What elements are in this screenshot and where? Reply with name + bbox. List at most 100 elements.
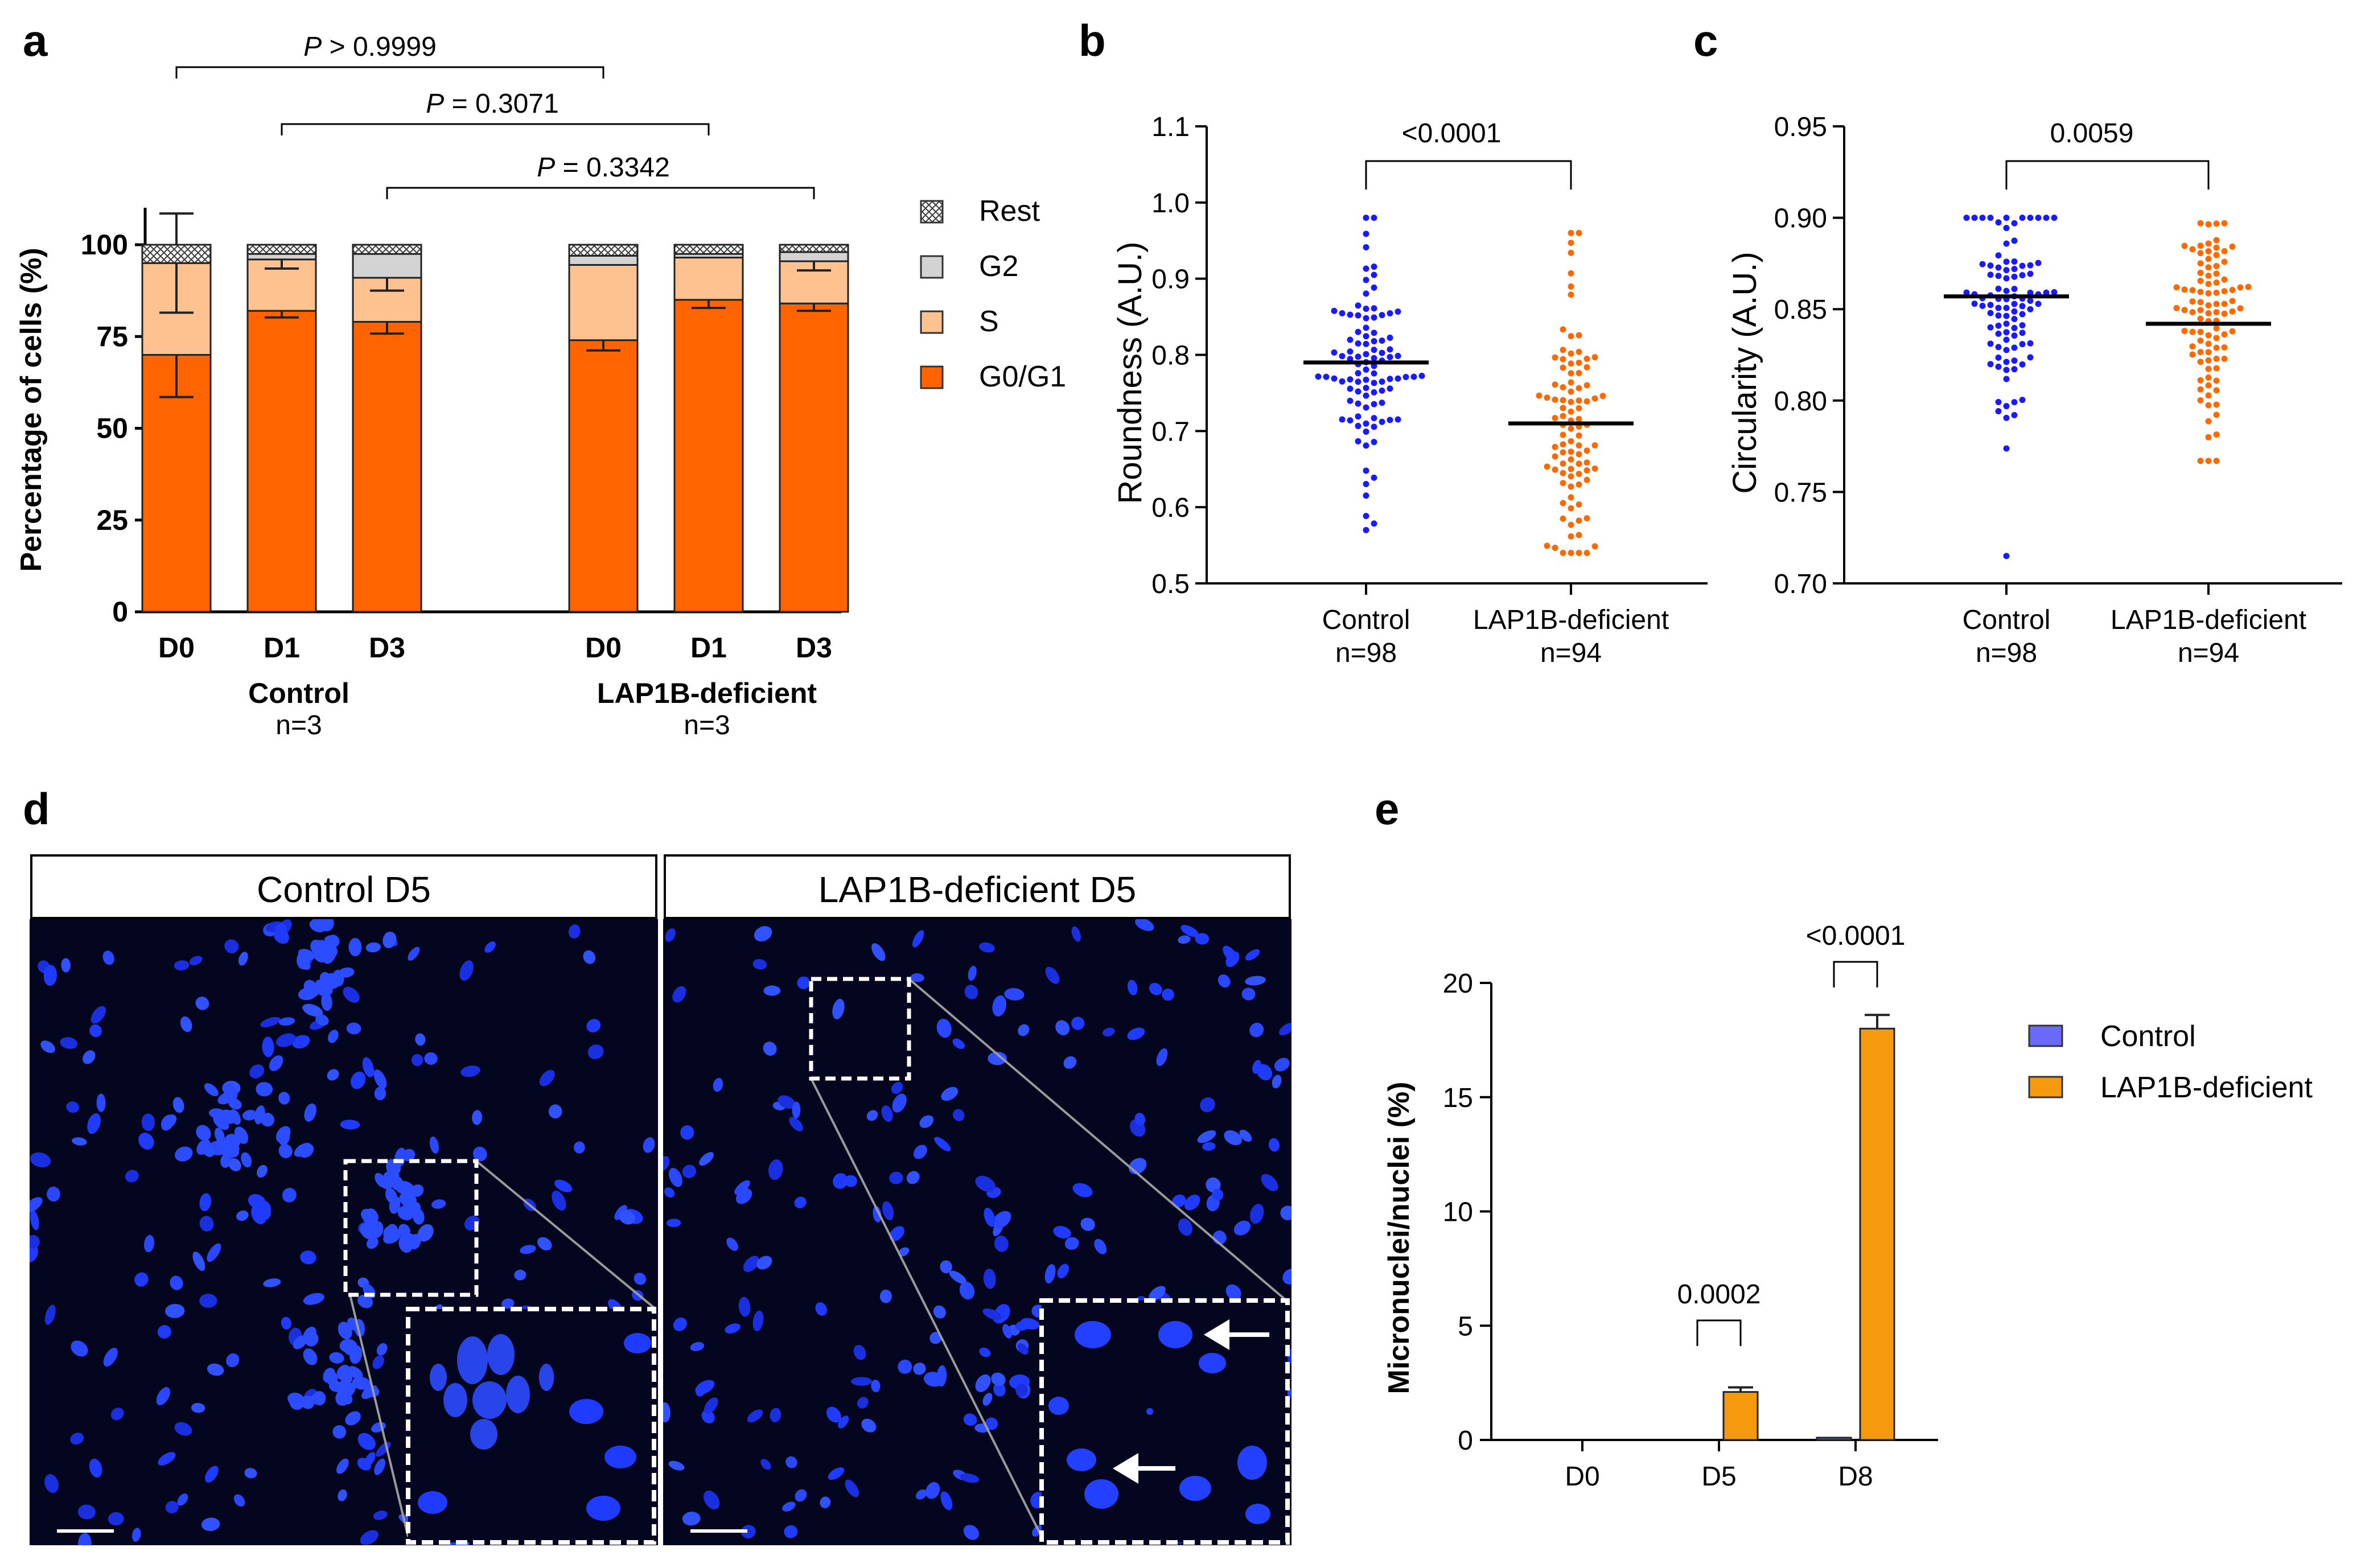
nucleus [1146, 1408, 1153, 1415]
data-point [1568, 456, 1574, 463]
nucleus [191, 1402, 205, 1413]
data-point [1410, 373, 1417, 380]
nucleus [262, 1036, 274, 1057]
nucleus [70, 1433, 84, 1445]
nucleus [102, 950, 114, 965]
data-point [2035, 260, 2042, 266]
nucleus [300, 1250, 316, 1265]
y-tick-label: 0.75 [1774, 478, 1827, 508]
data-point [2003, 403, 2010, 410]
data-point [2205, 402, 2212, 409]
data-point [1371, 305, 1377, 312]
nucleus [328, 1030, 339, 1043]
data-point [1371, 338, 1377, 344]
data-point [2197, 386, 2204, 393]
data-point [2027, 340, 2034, 347]
data-point [2189, 287, 2196, 294]
data-point [1552, 396, 1558, 403]
nucleus [228, 1098, 242, 1110]
data-point [2205, 458, 2212, 464]
nucleus [756, 1256, 772, 1270]
data-point [1576, 332, 1582, 339]
nucleus [952, 1038, 965, 1050]
nucleus [207, 1363, 224, 1376]
nucleus [343, 986, 360, 1003]
data-point [1995, 285, 2002, 292]
data-point [1331, 349, 1338, 356]
nucleus [699, 1152, 714, 1166]
nucleus [1239, 1129, 1252, 1142]
nucleus [964, 985, 978, 999]
nucleus [324, 1371, 338, 1385]
nucleus [1243, 988, 1254, 999]
data-point [1568, 483, 1574, 490]
data-point [1363, 244, 1369, 251]
data-point [1583, 364, 1590, 371]
nucleus [820, 1496, 831, 1508]
nucleus [537, 1237, 552, 1250]
data-point [1568, 388, 1574, 395]
data-point [2011, 273, 2018, 280]
nucleus [586, 1019, 601, 1032]
nucleus [312, 919, 328, 931]
nucleus [1282, 1269, 1291, 1285]
data-point [1568, 249, 1574, 256]
nucleus [357, 1433, 376, 1450]
nucleus [879, 1289, 892, 1303]
data-point [1560, 449, 1566, 456]
nucleus [963, 1413, 977, 1426]
nucleus [338, 967, 355, 978]
data-point [2213, 377, 2220, 384]
data-point [1995, 322, 2002, 329]
nucleus [959, 1282, 975, 1300]
data-point [1576, 532, 1582, 538]
nucleus [604, 1446, 636, 1468]
nucleus [260, 1201, 272, 1220]
nucleus [833, 1173, 848, 1189]
legend-swatch [920, 365, 944, 389]
nucleus [352, 1377, 371, 1390]
data-point [2221, 248, 2228, 254]
bar-control [1816, 1437, 1852, 1441]
data-point [1995, 273, 2002, 279]
data-point [2213, 325, 2220, 332]
data-point [1363, 513, 1369, 520]
data-point [2213, 289, 2220, 296]
data-point [2051, 289, 2058, 295]
panel-c-n-lap1b: n=94 [2178, 638, 2239, 668]
nucleus [1102, 1027, 1115, 1037]
data-point [2205, 302, 2212, 308]
data-point [2237, 305, 2244, 312]
nucleus [914, 1145, 927, 1159]
data-point [2011, 220, 2018, 227]
data-point [2019, 215, 2026, 221]
data-point [1387, 346, 1393, 353]
nucleus [165, 1303, 185, 1318]
nucleus [398, 1224, 410, 1237]
nucleus [1212, 1188, 1224, 1201]
data-point [1576, 471, 1582, 478]
data-point [2213, 279, 2220, 286]
panel-a-bars [141, 212, 849, 613]
data-point [1552, 354, 1558, 361]
data-point [1379, 337, 1385, 344]
data-point [2003, 445, 2010, 452]
data-point [2181, 327, 2188, 334]
panel-a-group-control-n: n=3 [275, 710, 322, 740]
legend-label: Control [2100, 1020, 2196, 1053]
data-point [2035, 215, 2042, 221]
data-point [2213, 401, 2220, 408]
data-point [1552, 443, 1558, 450]
nucleus [851, 1377, 872, 1386]
x-tick-label: D1 [690, 632, 727, 664]
data-point [1995, 252, 2002, 259]
bar-segment-g2 [352, 253, 422, 279]
nucleus [44, 1304, 56, 1325]
data-point [2189, 328, 2196, 335]
nucleus [845, 1479, 859, 1497]
data-point [1371, 284, 1377, 291]
data-point [2003, 553, 2010, 559]
data-point [1363, 333, 1369, 340]
y-tick-label: 0.9 [1151, 265, 1190, 295]
data-point [1568, 425, 1574, 432]
